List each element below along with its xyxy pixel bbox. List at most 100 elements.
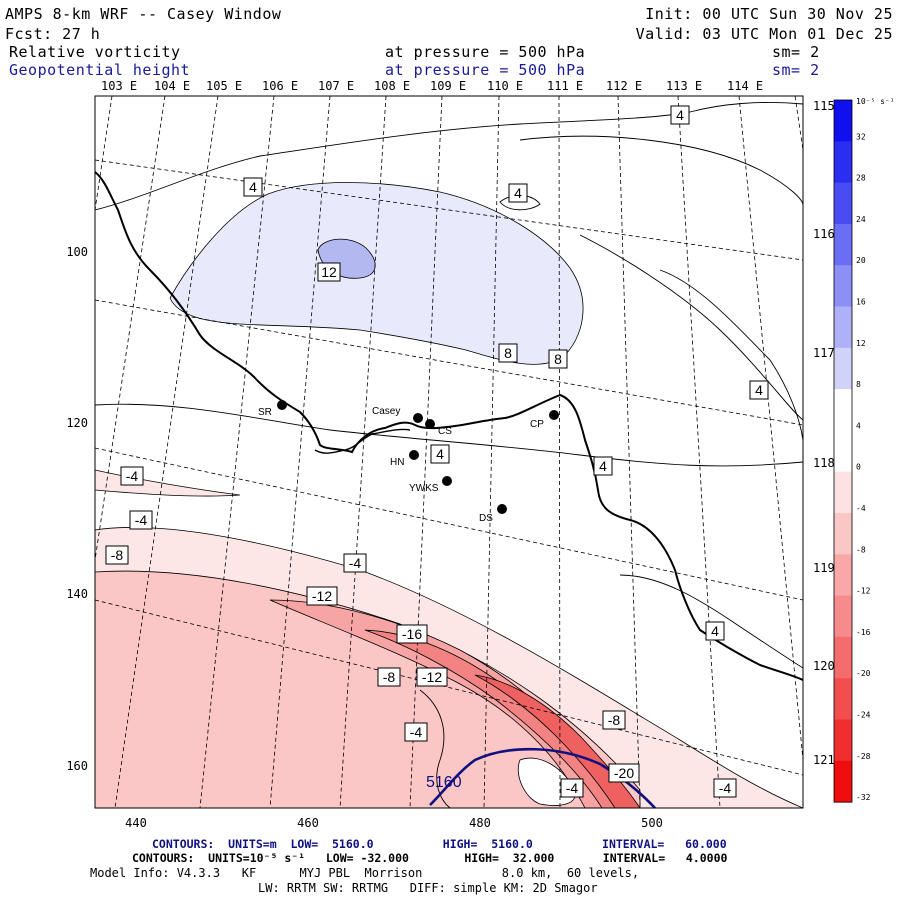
- footer-vorticity-contours: CONTOURS: UNITS=10⁻⁵ s⁻¹ LOW= -32.000 HI…: [132, 851, 728, 865]
- colorbar-unit: 10⁻⁵ s⁻¹: [856, 97, 895, 106]
- contour-label: 4: [749, 380, 769, 400]
- contour-label: -8: [105, 545, 129, 565]
- contour-label: 8: [498, 343, 518, 363]
- lon-label-top: 113 E: [666, 79, 702, 93]
- init-time: Init: 00 UTC Sun 30 Nov 25: [645, 5, 893, 23]
- valid-time: Valid: 03 UTC Mon 01 Dec 25: [636, 25, 893, 43]
- colorbar-tick-label: 32: [856, 132, 866, 141]
- colorbar-swatch: [834, 141, 852, 184]
- negative-vorticity-fill-5: [474, 674, 641, 808]
- svg-text:-4: -4: [126, 468, 139, 484]
- contour-label: -8: [602, 710, 626, 730]
- contour-label: -16: [396, 624, 428, 644]
- contour-label: -4: [120, 466, 144, 486]
- station-label: Casey: [372, 406, 400, 417]
- contour-label: 4: [430, 444, 450, 464]
- vorticity-contours: [95, 101, 803, 808]
- colorbar-swatch: [834, 760, 852, 803]
- lon-label-top: 111 E: [547, 79, 583, 93]
- lon-label-top: 114 E: [727, 79, 763, 93]
- contour-label: 4: [508, 183, 528, 203]
- contour-label: 4: [243, 177, 263, 197]
- colorbar-swatch: [834, 678, 852, 720]
- svg-text:-4: -4: [349, 555, 362, 571]
- colorbar-tick-label: 8: [856, 380, 861, 389]
- station-label: CP: [530, 419, 544, 430]
- colorbar-swatch: [834, 719, 852, 762]
- colorbar-tick-label: -16: [856, 628, 871, 637]
- colorbar-swatch: [834, 595, 852, 638]
- contour-label: -4: [129, 510, 153, 530]
- svg-text:4: 4: [599, 458, 607, 474]
- colorbar-tick-label: 12: [856, 339, 866, 348]
- colorbar-swatch: [834, 265, 852, 307]
- svg-text:-4: -4: [719, 780, 732, 796]
- svg-text:12: 12: [321, 264, 337, 280]
- map-area: [95, 96, 803, 808]
- svg-text:8: 8: [504, 345, 512, 361]
- contour-label: -4: [343, 553, 367, 573]
- colorbar-swatch: [834, 389, 852, 431]
- colorbar-tick-label: -20: [856, 669, 871, 678]
- x-axis-ticks: 440 460 480 500: [125, 816, 663, 830]
- station-marker: [442, 476, 452, 486]
- station-label: CS: [438, 426, 452, 437]
- contour-label: 8: [548, 349, 568, 369]
- colorbar-swatch: [834, 223, 852, 266]
- x-tick-label: 480: [469, 816, 491, 830]
- colorbar-tick-label: 28: [856, 174, 866, 183]
- contour-label: -4: [713, 778, 737, 798]
- negative-vorticity-fill-4: [364, 629, 619, 808]
- svg-text:-4: -4: [135, 512, 148, 528]
- contour-label: -8: [377, 667, 401, 687]
- colorbar-swatch: [834, 347, 852, 390]
- map-frame: [94, 95, 804, 809]
- x-tick-label: 460: [297, 816, 319, 830]
- colorbar-swatch: [834, 513, 852, 555]
- field1-name: Relative vorticity: [9, 43, 181, 61]
- contour-label: 4: [593, 456, 613, 476]
- top-longitude-labels: 103 E 104 E 105 E 106 E 107 E 108 E 109 …: [101, 79, 763, 93]
- colorbar-swatch: [834, 554, 852, 597]
- lon-label-top: 110 E: [487, 79, 523, 93]
- station-marker: [277, 400, 287, 410]
- svg-text:4: 4: [514, 185, 522, 201]
- station-marker: [413, 413, 423, 423]
- svg-text:-4: -4: [566, 780, 579, 796]
- vorticity-contour-labels: 4 4 4 4 4 4 4 8 8 12 -4 -4 -4 -4 -4 -4 -8 -8 -8 -12 -12 -16 -2…: [105, 105, 769, 798]
- station-label: HN: [390, 457, 404, 468]
- contour-label: 12: [317, 262, 341, 282]
- x-tick-label: 440: [125, 816, 147, 830]
- x-tick-label: 500: [641, 816, 663, 830]
- svg-text:8: 8: [554, 351, 562, 367]
- colorbar-tick-label: -8: [856, 545, 866, 554]
- contour-label: -12: [416, 667, 448, 687]
- contour-label: -4: [404, 722, 428, 742]
- svg-text:4: 4: [755, 382, 763, 398]
- colorbar-tick-label: 0: [856, 463, 861, 472]
- forecast-hour: Fcst: 27 h: [5, 25, 100, 43]
- station-marker: [497, 504, 507, 514]
- lon-label-top: 103 E: [101, 79, 137, 93]
- svg-text:-16: -16: [402, 626, 422, 642]
- footer-physics-info: LW: RRTM SW: RRTMG DIFF: simple KM: 2D S…: [258, 881, 598, 895]
- model-title: AMPS 8-km WRF -- Casey Window: [5, 5, 282, 23]
- colorbar-swatch: [834, 306, 852, 349]
- lon-label-top: 105 E: [206, 79, 242, 93]
- station-label: YWKS: [409, 483, 439, 494]
- colorbar-swatch: [834, 182, 852, 225]
- y-tick-label: 140: [66, 587, 88, 601]
- lon-label-top: 104 E: [154, 79, 190, 93]
- colorbar-swatch: [834, 430, 852, 473]
- field2-smoothing: sm= 2: [772, 61, 820, 79]
- lon-label-top: 107 E: [318, 79, 354, 93]
- field1-level: at pressure = 500 hPa: [385, 43, 585, 61]
- colorbar-swatch: [834, 100, 852, 142]
- svg-text:-12: -12: [312, 588, 332, 604]
- contour-label: -20: [608, 763, 640, 783]
- svg-text:-8: -8: [608, 712, 621, 728]
- station-markers: SR Casey CS CP HN YWKS DS: [258, 400, 559, 524]
- lon-label-top: 109 E: [430, 79, 466, 93]
- contour-label: -4: [560, 778, 584, 798]
- colorbar-tick-label: -24: [856, 711, 871, 720]
